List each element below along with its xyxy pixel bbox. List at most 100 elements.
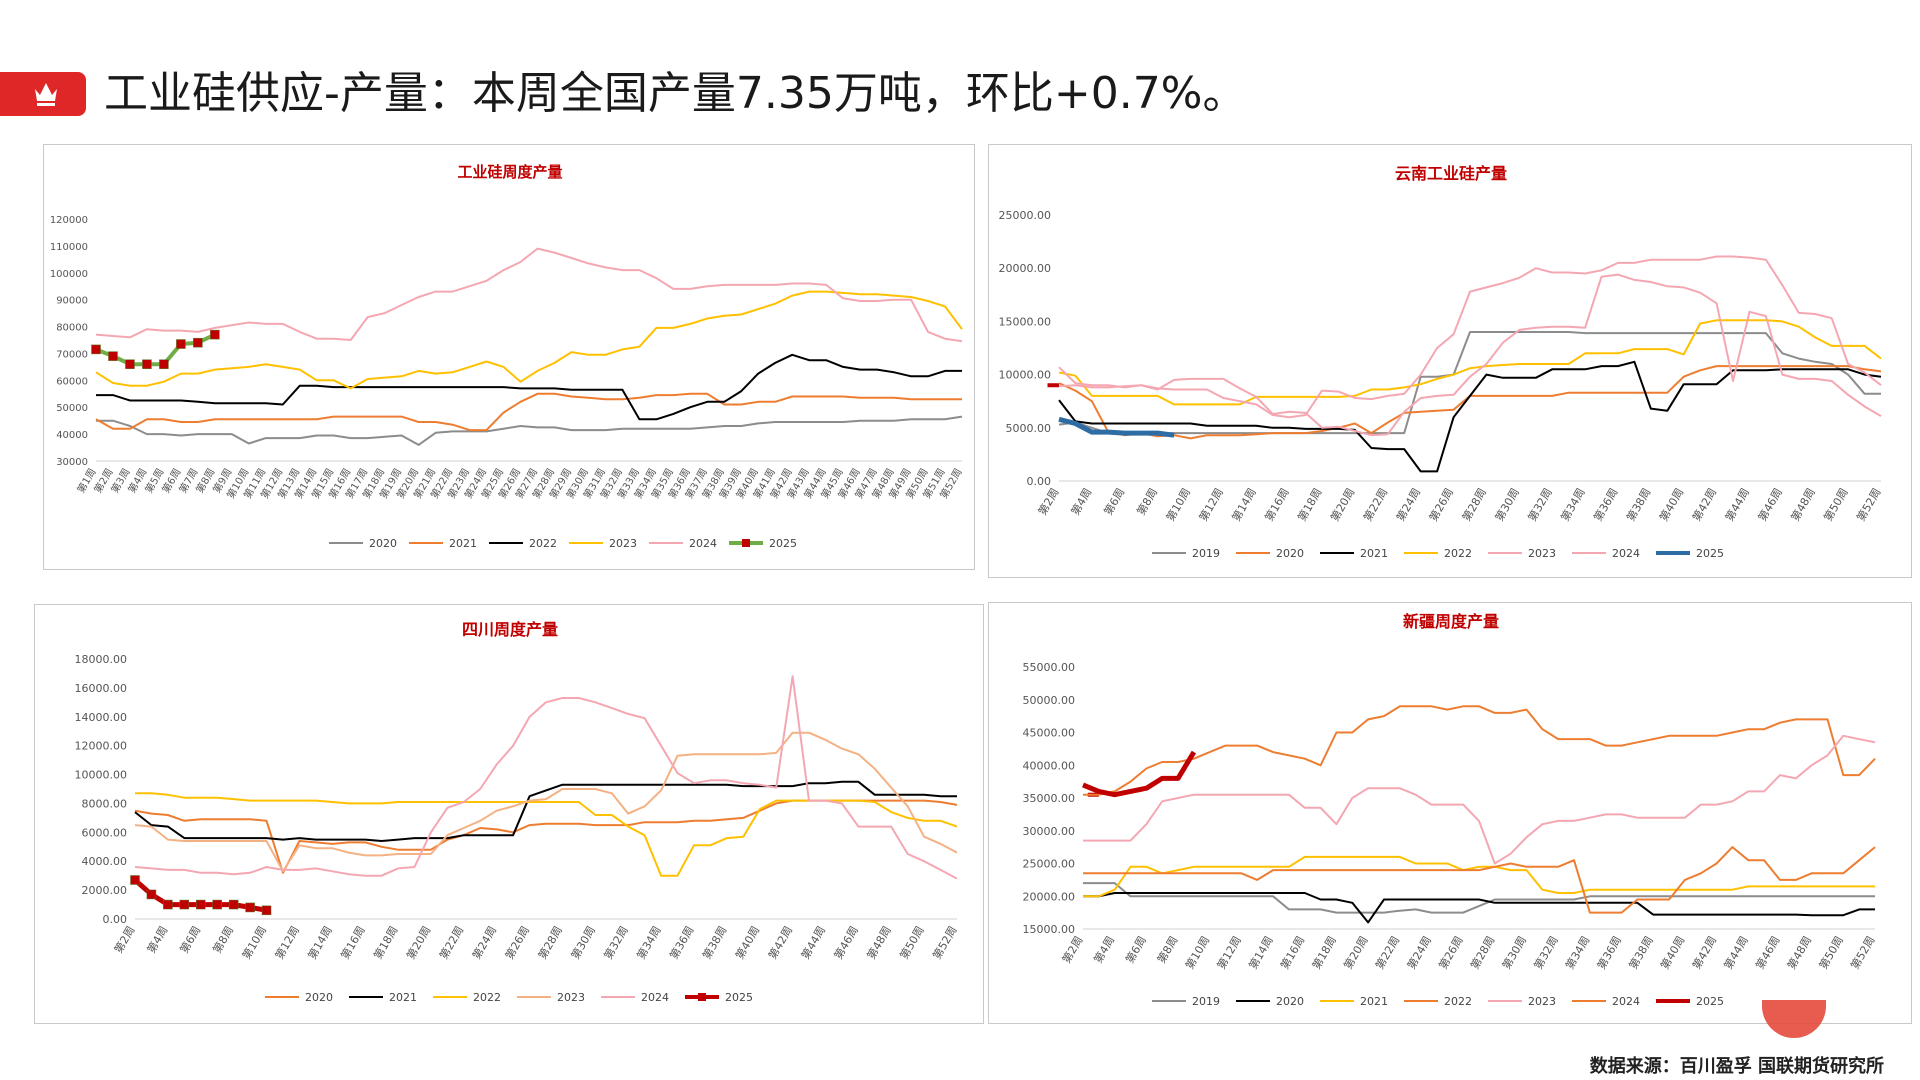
x-tick-label: 第26周 bbox=[502, 924, 532, 962]
y-tick-label: 45000.00 bbox=[1023, 727, 1076, 740]
page-header: 工业硅供应-产量：本周全国产量7.35万吨，环比+0.7%。 bbox=[0, 60, 1920, 130]
svg-text:2023: 2023 bbox=[557, 991, 585, 1004]
x-tick-label: 第16周 bbox=[338, 924, 368, 962]
x-tick-label: 第6周 bbox=[177, 924, 204, 956]
legend-item-2022: 2022 bbox=[489, 537, 557, 550]
x-tick-label: 第42周 bbox=[1689, 934, 1719, 972]
x-tick-label: 第12周 bbox=[1196, 486, 1226, 524]
x-tick-label: 第50周 bbox=[1816, 934, 1846, 972]
data-point-2025 bbox=[179, 899, 190, 910]
data-point-2025 bbox=[142, 359, 152, 369]
x-tick-label: 第32周 bbox=[1531, 934, 1561, 972]
data-point-2025 bbox=[193, 337, 203, 348]
legend-item-2019: 2019 bbox=[1152, 995, 1220, 1008]
x-tick-label: 第18周 bbox=[1309, 934, 1339, 972]
x-tick-label: 第48周 bbox=[1784, 934, 1814, 972]
x-tick-label: 第32周 bbox=[601, 924, 631, 962]
series-line-2019 bbox=[1083, 882, 1875, 914]
legend-item-2024: 2024 bbox=[1572, 547, 1640, 560]
x-tick-label: 第14周 bbox=[1246, 934, 1276, 972]
data-point-2025 bbox=[146, 889, 157, 900]
svg-text:2023: 2023 bbox=[1528, 995, 1556, 1008]
x-tick-label: 第24周 bbox=[1404, 934, 1434, 972]
svg-text:2025: 2025 bbox=[769, 537, 797, 550]
y-tick-label: 25000.00 bbox=[1023, 858, 1076, 871]
y-tick-label: 8000.00 bbox=[82, 797, 128, 810]
series-line-2024 bbox=[1058, 255, 1882, 419]
legend-item-2025: 2025 bbox=[729, 537, 797, 550]
data-point-2025 bbox=[245, 902, 255, 913]
x-tick-label: 第22周 bbox=[1360, 486, 1390, 524]
y-tick-label: 80000 bbox=[56, 323, 88, 334]
x-tick-label: 第30周 bbox=[1499, 934, 1529, 972]
series-line-2024 bbox=[134, 675, 958, 880]
svg-text:2025: 2025 bbox=[1696, 547, 1724, 560]
chart-title: 四川周度产量 bbox=[462, 620, 558, 639]
legend-item-2022: 2022 bbox=[1404, 547, 1472, 560]
data-point-2025 bbox=[125, 359, 135, 369]
x-tick-label: 第26周 bbox=[1426, 486, 1456, 524]
data-point-2025 bbox=[261, 905, 272, 916]
x-tick-label: 第44周 bbox=[798, 924, 828, 962]
svg-text:2021: 2021 bbox=[1360, 547, 1388, 560]
x-tick-label: 第22周 bbox=[1372, 934, 1402, 972]
x-tick-label: 第46周 bbox=[1752, 934, 1782, 972]
data-point-2025 bbox=[91, 344, 101, 355]
x-tick-label: 第24周 bbox=[1393, 486, 1423, 524]
legend-item-2023: 2023 bbox=[569, 537, 637, 550]
x-tick-label: 第10周 bbox=[239, 924, 269, 962]
y-tick-label: 10000.00 bbox=[75, 769, 128, 782]
data-source-note: 数据来源：百川盈孚 国联期货研究所 bbox=[1589, 1056, 1884, 1077]
legend-item-2019: 2019 bbox=[1152, 547, 1220, 560]
data-point-2025 bbox=[196, 899, 206, 910]
y-tick-label: 15000.00 bbox=[999, 315, 1052, 328]
chart-title: 云南工业硅产量 bbox=[1395, 164, 1507, 183]
series-line-2022 bbox=[96, 353, 962, 421]
y-tick-label: 12000.00 bbox=[75, 740, 128, 753]
x-tick-label: 第52周 bbox=[1847, 934, 1877, 972]
x-tick-label: 第28周 bbox=[1459, 486, 1489, 524]
chart-svg: 新疆周度产量 55000.00 50000.00 45000.00 40000.00 35… bbox=[1023, 612, 1878, 1008]
x-tick-label: 第38周 bbox=[699, 924, 729, 962]
x-tick-label: 第34周 bbox=[634, 924, 664, 962]
x-tick-label: 第50周 bbox=[1821, 486, 1851, 524]
x-tick-label: 第12周 bbox=[1214, 934, 1244, 972]
x-tick-label: 第48周 bbox=[864, 924, 894, 962]
x-tick-label: 第8周 bbox=[1154, 934, 1181, 966]
data-point-2025 bbox=[163, 899, 173, 910]
x-tick-label: 第44周 bbox=[1721, 934, 1751, 972]
y-tick-label: 40000.00 bbox=[1023, 759, 1076, 772]
y-tick-label: 55000.00 bbox=[1023, 661, 1076, 674]
x-tick-label: 第28周 bbox=[1467, 934, 1497, 972]
x-tick-label: 第16周 bbox=[1277, 934, 1307, 972]
svg-text:2019: 2019 bbox=[1192, 995, 1220, 1008]
series-line-2019 bbox=[1058, 331, 1881, 435]
svg-text:2022: 2022 bbox=[473, 991, 501, 1004]
legend-item-2021: 2021 bbox=[1320, 547, 1388, 560]
y-tick-label: 60000 bbox=[56, 376, 88, 387]
series-line-2024 bbox=[95, 247, 963, 343]
svg-text:2020: 2020 bbox=[369, 537, 397, 550]
y-tick-label: 2000.00 bbox=[82, 884, 128, 897]
x-tick-label: 第40周 bbox=[1657, 934, 1687, 972]
x-tick-label: 第50周 bbox=[897, 924, 927, 962]
series-line-2021 bbox=[134, 780, 957, 842]
legend-item-2022: 2022 bbox=[433, 991, 501, 1004]
x-tick-label: 第34周 bbox=[1562, 934, 1592, 972]
svg-text:2020: 2020 bbox=[1276, 547, 1304, 560]
x-tick-label: 第32周 bbox=[1525, 486, 1555, 524]
svg-text:2022: 2022 bbox=[1444, 547, 1472, 560]
svg-text:2021: 2021 bbox=[1360, 995, 1388, 1008]
legend-item-2020: 2020 bbox=[265, 991, 333, 1004]
x-tick-label: 第24周 bbox=[469, 924, 499, 962]
y-tick-label: 16000.00 bbox=[75, 682, 128, 695]
legend-item-2024: 2024 bbox=[1572, 995, 1640, 1008]
y-tick-label: 14000.00 bbox=[75, 711, 128, 724]
x-tick-label: 第14周 bbox=[1229, 486, 1259, 524]
x-tick-label: 第12周 bbox=[272, 924, 302, 962]
svg-text:2024: 2024 bbox=[1612, 995, 1640, 1008]
data-point-2025 bbox=[228, 899, 239, 910]
legend-item-2025: 2025 bbox=[1656, 547, 1724, 560]
chart-panel-yunnan: 云南工业硅产量 25000.00 20000.00 15000.00 10000.00 5… bbox=[988, 144, 1912, 578]
x-tick-label: 第26周 bbox=[1436, 934, 1466, 972]
